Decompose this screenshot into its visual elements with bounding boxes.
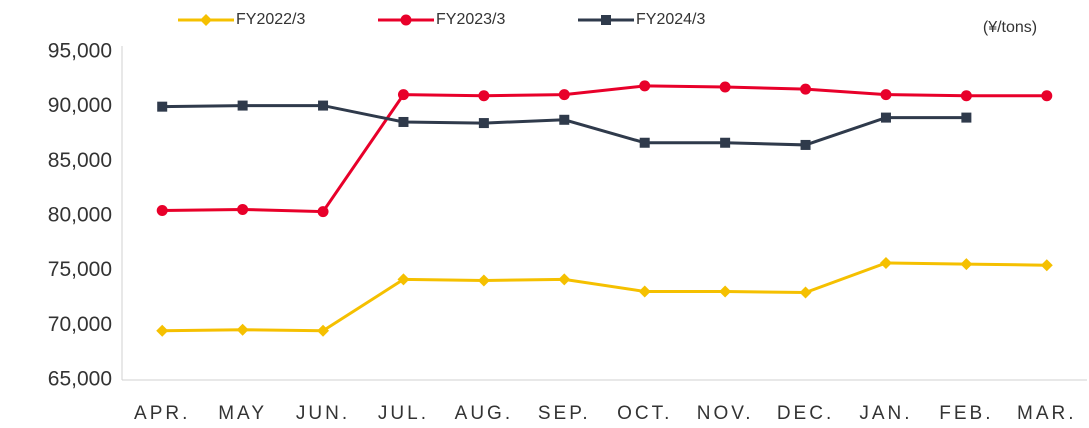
legend-label: FY2022/3 <box>236 11 305 28</box>
point <box>397 89 409 101</box>
point <box>317 206 329 218</box>
y-tick-label: 75,000 <box>48 258 112 281</box>
legend-label: FY2023/3 <box>436 11 505 28</box>
x-tick-label: JUL. <box>378 403 429 424</box>
point <box>960 90 972 102</box>
x-tick-label: MAY <box>218 403 267 424</box>
point <box>880 89 892 101</box>
point <box>800 139 811 150</box>
x-tick-label: NOV. <box>697 403 754 424</box>
point <box>638 285 651 298</box>
point <box>237 203 249 215</box>
point <box>397 273 410 286</box>
x-tick-label: SEP. <box>538 403 591 424</box>
x-tick-label: MAR. <box>1017 403 1077 424</box>
point <box>237 100 248 111</box>
unit-label: (¥/tons) <box>983 19 1037 36</box>
point <box>879 257 892 270</box>
point <box>800 83 812 95</box>
point <box>398 116 409 127</box>
point <box>318 100 329 111</box>
y-tick-label: 70,000 <box>48 313 112 336</box>
x-tick-label: JUN. <box>296 403 350 424</box>
point <box>1040 259 1053 272</box>
point <box>559 114 570 125</box>
point <box>719 285 732 298</box>
x-tick-label: FEB. <box>939 403 993 424</box>
line <box>162 84 1047 214</box>
point <box>639 137 650 148</box>
point <box>200 14 212 26</box>
y-tick-label: 95,000 <box>48 40 112 63</box>
x-tick-label: DEC. <box>777 403 834 424</box>
point <box>719 81 731 93</box>
point <box>317 324 330 337</box>
point <box>477 274 490 287</box>
x-tick-label: OCT. <box>617 403 672 424</box>
point <box>478 118 489 129</box>
x-tick-label: JAN. <box>859 403 912 424</box>
point <box>558 273 571 286</box>
line <box>162 261 1047 333</box>
point <box>236 323 249 336</box>
y-tick-label: 80,000 <box>48 204 112 227</box>
point <box>400 14 412 26</box>
point <box>1041 90 1053 102</box>
x-tick-label: AUG. <box>455 403 513 424</box>
x-tick-label: APR. <box>134 403 190 424</box>
point <box>558 89 570 101</box>
point <box>960 258 973 271</box>
y-tick-label: 90,000 <box>48 94 112 117</box>
point <box>720 137 731 148</box>
legend-label: FY2024/3 <box>636 11 705 28</box>
point <box>601 15 611 25</box>
point <box>156 205 168 217</box>
point <box>156 324 169 337</box>
y-tick-label: 65,000 <box>48 368 112 391</box>
point <box>639 80 651 92</box>
line <box>162 104 967 147</box>
point <box>961 112 972 123</box>
point <box>478 90 490 102</box>
point <box>157 101 168 112</box>
y-tick-label: 85,000 <box>48 149 112 172</box>
point <box>799 286 812 299</box>
point <box>880 112 891 123</box>
